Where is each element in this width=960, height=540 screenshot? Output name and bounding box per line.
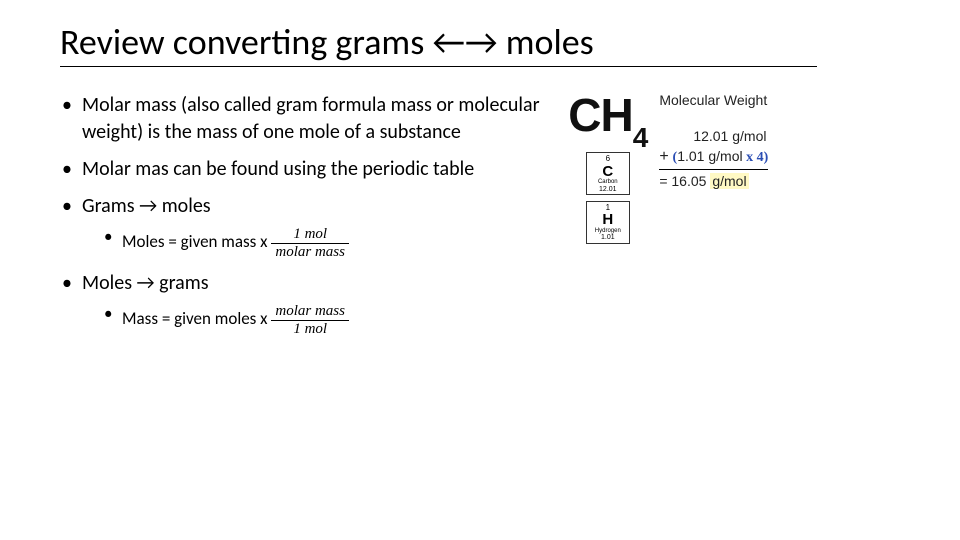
sub-m2g-formula: Mass = given moles x molar mass 1 mol xyxy=(104,303,558,337)
right-column: CH4 6 C Carbon 12.01 1 H Hydrogen xyxy=(568,92,920,347)
formula-main: CH xyxy=(568,89,632,141)
calc-heading: Molecular Weight xyxy=(659,92,768,108)
carbon-symbol: C xyxy=(587,164,629,180)
element-carbon: 6 C Carbon 12.01 xyxy=(586,152,630,195)
calc-carbon-line: 12.01 g/mol xyxy=(693,128,768,144)
slide: Review converting grams ←→ moles Molar m… xyxy=(0,0,960,540)
calc-hydrogen-line: + (1.01 g/mol x 4) xyxy=(659,148,768,170)
calc-result: = 16.05 g/mol xyxy=(659,173,768,189)
frac-g2m-den: molar mass xyxy=(271,244,349,261)
hydrogen-mass-value: 1.01 g/mol xyxy=(677,148,742,164)
left-column: Molar mass (also called gram formula mas… xyxy=(60,92,558,347)
bullet-m2g-label: Moles → grams xyxy=(82,271,209,295)
result-equals: = xyxy=(659,173,671,189)
fraction-m2g: molar mass 1 mol xyxy=(271,303,349,337)
element-hydrogen: 1 H Hydrogen 1.01 xyxy=(586,201,630,244)
frac-g2m-num: 1 mol xyxy=(271,226,349,244)
bullet-list: Molar mass (also called gram formula mas… xyxy=(60,92,558,337)
molecule-figure: CH4 6 C Carbon 12.01 1 H Hydrogen xyxy=(568,92,920,244)
sub-g2m-text: Moles = given mass x xyxy=(122,231,271,252)
frac-m2g-num: molar mass xyxy=(271,303,349,321)
bullet-molar-mass-definition: Molar mass (also called gram formula mas… xyxy=(60,92,558,146)
page-title: Review converting grams ←→ moles xyxy=(60,20,817,67)
bullet-periodic-table: Molar mas can be found using the periodi… xyxy=(60,156,558,183)
fraction-g2m: 1 mol molar mass xyxy=(271,226,349,260)
hand-paren-close: ) xyxy=(764,150,769,165)
bullet-moles-to-grams: Moles → grams Mass = given moles x molar… xyxy=(60,270,558,337)
periodic-table-cells: 6 C Carbon 12.01 1 H Hydrogen 1.01 xyxy=(568,152,647,244)
hydrogen-symbol: H xyxy=(587,212,629,228)
result-unit: g/mol xyxy=(710,173,748,189)
molecule-formula-block: CH4 6 C Carbon 12.01 1 H Hydrogen xyxy=(568,92,647,244)
result-value: 16.05 xyxy=(671,173,710,189)
hydrogen-mass: 1.01 xyxy=(587,234,629,241)
calculation-column: Molecular Weight 12.01 g/mol + (1.01 g/m… xyxy=(659,92,768,189)
frac-m2g-den: 1 mol xyxy=(271,321,349,338)
sublist-g2m: Moles = given mass x 1 mol molar mass xyxy=(82,226,558,260)
molecule-formula: CH4 xyxy=(568,92,647,146)
content-row: Molar mass (also called gram formula mas… xyxy=(60,92,920,347)
carbon-mass: 12.01 xyxy=(587,186,629,193)
sub-m2g-text: Mass = given moles x xyxy=(122,308,271,329)
sub-g2m-formula: Moles = given mass x 1 mol molar mass xyxy=(104,226,558,260)
bullet-grams-to-moles: Grams → moles Moles = given mass x 1 mol… xyxy=(60,193,558,260)
plus-icon: + xyxy=(659,148,668,165)
hand-x4: x 4 xyxy=(743,150,764,165)
formula-subscript: 4 xyxy=(633,122,648,153)
bullet-g2m-label: Grams → moles xyxy=(82,194,211,218)
sublist-m2g: Mass = given moles x molar mass 1 mol xyxy=(82,303,558,337)
